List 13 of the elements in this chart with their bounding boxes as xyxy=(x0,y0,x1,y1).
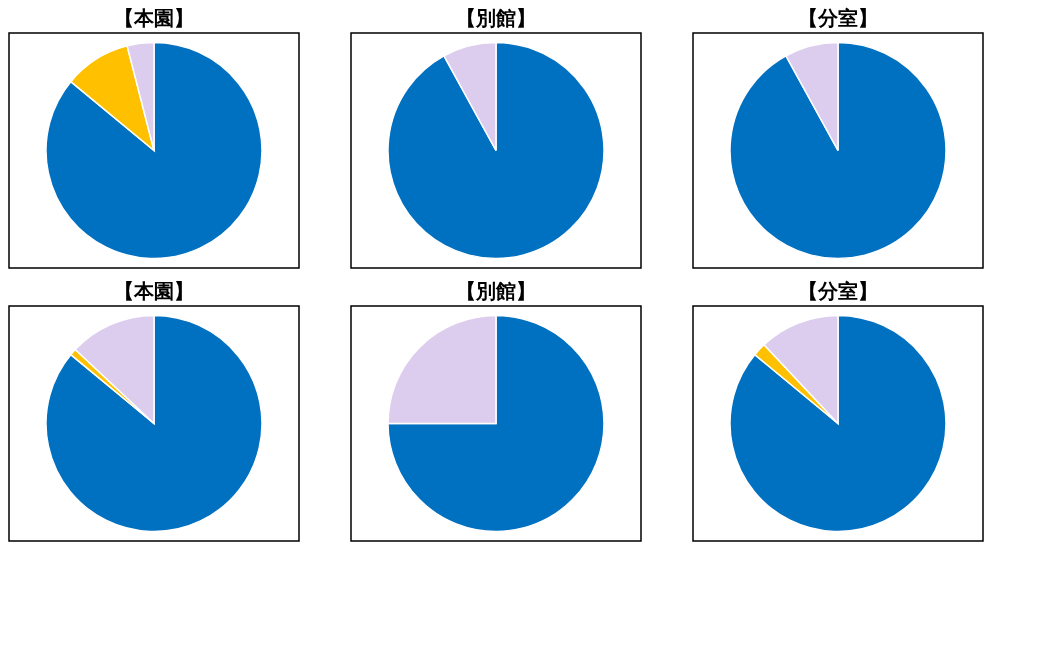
pie-slice xyxy=(70,45,155,152)
chart-title: 【本園】 xyxy=(114,279,194,303)
pie-slice xyxy=(387,41,605,260)
pie-slice xyxy=(45,41,263,260)
pie-slice xyxy=(729,41,947,260)
chart-title: 【別館】 xyxy=(456,279,536,303)
pie-slice xyxy=(45,314,263,533)
pie-slice xyxy=(729,314,947,533)
chart-title: 【別館】 xyxy=(456,6,536,30)
chart-title: 【分室】 xyxy=(798,6,878,30)
chart-title: 【本園】 xyxy=(114,6,194,30)
pie-slice xyxy=(387,314,605,533)
chart-title: 【分室】 xyxy=(798,279,878,303)
